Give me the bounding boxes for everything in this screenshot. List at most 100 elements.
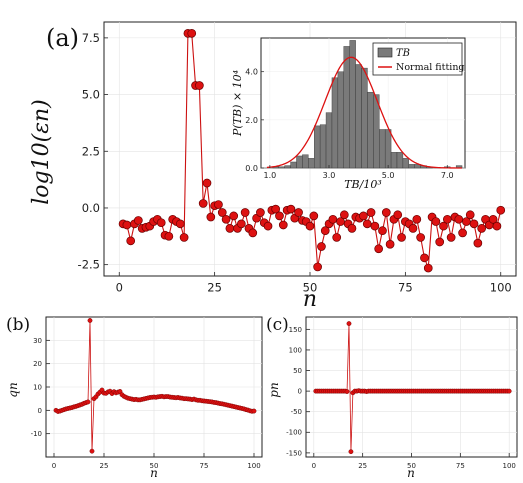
inset-histogram-bar [290, 161, 297, 169]
inset-histogram-bar [278, 166, 285, 169]
a-data-point [294, 208, 303, 217]
a-series-line [122, 32, 502, 269]
a-data-point [366, 208, 376, 217]
a-data-point [214, 200, 223, 209]
inset-histogram-bar [367, 91, 374, 169]
a-data-point [225, 224, 235, 233]
inset-normal-fit-curve [266, 56, 463, 169]
a-data-point [435, 237, 445, 247]
a-data-point [378, 226, 387, 235]
a-data-point [271, 204, 281, 214]
inset-histogram-bar [343, 46, 350, 169]
a-ytick-label: 7.5 [82, 31, 100, 45]
c-ytick-label: 50 [293, 367, 302, 375]
b-xtick-label: 75 [200, 462, 209, 470]
b-ytick-label: 20 [33, 360, 42, 368]
c-data-point [344, 389, 350, 394]
inset-ytick-label: 0.0 [245, 164, 258, 173]
a-xtick-label: 100 [490, 281, 512, 295]
a-data-point [385, 239, 395, 249]
a-data-point [240, 208, 250, 217]
a-data-point [431, 217, 441, 226]
a-data-point [416, 233, 425, 242]
a-data-point [278, 220, 288, 230]
a-data-point [275, 211, 284, 221]
b-xtick-label: 50 [150, 462, 159, 470]
inset-legend-bar-swatch [377, 47, 393, 58]
a-data-point [465, 210, 475, 220]
inset-legend: TB Normal fitting [372, 42, 465, 76]
a-data-point [286, 204, 296, 214]
a-data-point [221, 214, 231, 224]
a-data-point [320, 226, 330, 235]
a-xtick-label: 25 [207, 281, 222, 295]
inset: 1.0 3.0 5.0 7.0 4.0 2.0 0.0 TB/10³ P(TB) × 10… [231, 37, 466, 191]
panel-c-label: (c) [266, 315, 289, 335]
inset-histogram-bar [308, 158, 315, 169]
inset-histogram-bar [384, 129, 392, 169]
b-xtick-label: 0 [52, 462, 56, 470]
inset-ylabel: P(TB) × 10⁴ [231, 70, 244, 137]
a-ytick-label: 0.0 [82, 201, 100, 215]
a-data-point [412, 214, 422, 224]
panel-a-xlabel: n [303, 287, 317, 312]
c-data-point [506, 388, 512, 394]
a-data-point [328, 214, 338, 224]
a-data-point [217, 208, 227, 217]
b-ytick-label: -10 [31, 430, 42, 438]
c-ytick-label: -100 [286, 429, 302, 437]
inset-histogram-bar [390, 152, 398, 169]
a-data-point [313, 262, 322, 272]
a-data-point [446, 233, 456, 242]
b-xtick-label: 25 [100, 462, 109, 470]
panel-b-xlabel: n [150, 466, 158, 480]
a-data-point [164, 231, 174, 241]
b-data-point [85, 399, 91, 405]
a-data-point [133, 216, 143, 225]
c-ytick-label: 100 [289, 346, 302, 354]
b-ytick-label: 30 [33, 337, 42, 345]
panel-c-xlabel: n [407, 466, 415, 480]
inset-xtick-label: 1.0 [264, 171, 277, 180]
a-data-point [332, 233, 342, 242]
a-data-point [339, 210, 349, 220]
inset-ytick-label: 4.0 [245, 68, 258, 77]
a-data-point [359, 211, 368, 221]
b-data-point [89, 448, 95, 454]
c-data-point [346, 321, 352, 326]
a-data-point [408, 224, 418, 233]
b-xtick-label: 100 [247, 462, 260, 470]
c-xtick-label: 100 [502, 462, 515, 470]
inset-xtick-label: 7.0 [441, 171, 454, 180]
a-data-point [492, 221, 502, 231]
c-xtick-label: 0 [312, 462, 316, 470]
a-data-point [248, 228, 258, 238]
a-data-point [309, 211, 319, 221]
panel-b-label: (b) [6, 315, 30, 335]
a-ytick-label: 5.0 [82, 88, 100, 102]
a-data-point [370, 221, 380, 231]
a-xtick-label: 0 [116, 281, 123, 295]
a-data-point [202, 178, 212, 188]
inset-xtick-label: 3.0 [323, 171, 336, 180]
c-data-point [348, 449, 354, 455]
inset-histogram-bar [331, 77, 339, 169]
panel-a-ylabel: log10(εn) [29, 99, 54, 205]
panel-c: (c) 0 25 50 75 100 150 100 50 0 -50 -100 -150 n pn [266, 315, 518, 480]
a-data-point [198, 199, 208, 208]
a-data-point [374, 244, 384, 254]
a-ytick-label: 2.5 [82, 144, 100, 158]
inset-legend-line-label: Normal fitting [396, 62, 465, 73]
inset-histogram-bar [396, 152, 404, 169]
panel-a-label: (a) [46, 24, 79, 52]
a-data-point [206, 212, 216, 222]
a-data-point [397, 233, 406, 242]
a-data-point [175, 219, 185, 229]
inset-histogram-bar [314, 125, 321, 169]
a-data-point [458, 228, 467, 238]
a-data-point [256, 208, 265, 217]
c-ytick-label: -50 [291, 408, 302, 416]
inset-histogram-bar [296, 155, 303, 169]
